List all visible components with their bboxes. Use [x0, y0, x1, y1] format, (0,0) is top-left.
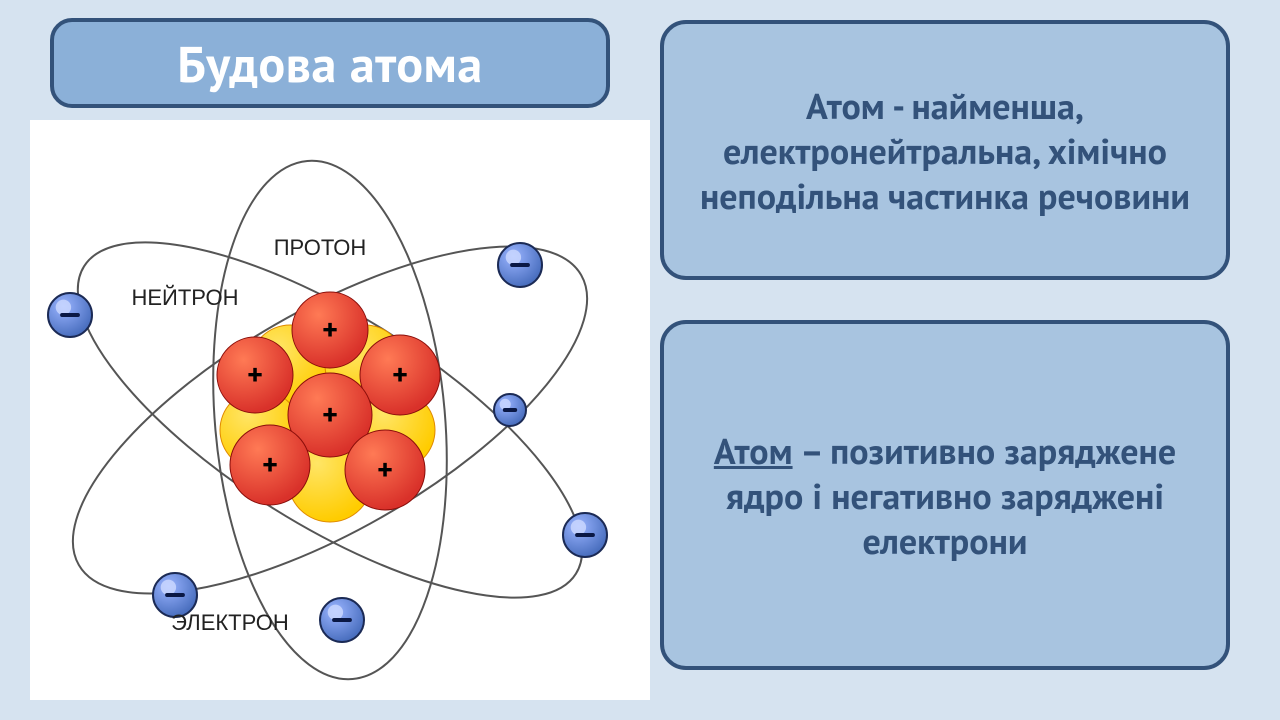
- electron: [320, 598, 364, 642]
- definition-box-1: Атом - найменша, електронейтральна, хімі…: [660, 20, 1230, 280]
- title-box: Будова атома: [50, 18, 610, 108]
- definition-2-head: Атом: [714, 427, 793, 474]
- neutron-label: НЕЙТРОН: [131, 285, 238, 310]
- definition-1-text: Атом - найменша, електронейтральна, хімі…: [682, 83, 1208, 218]
- proton: +: [360, 335, 440, 415]
- electron: [48, 293, 92, 337]
- page-title: Будова атома: [177, 31, 482, 96]
- electron: [498, 243, 542, 287]
- proton: +: [292, 292, 368, 368]
- svg-text:+: +: [262, 445, 278, 484]
- atom-svg: + + + + + + ПРОТОН НЕЙТРОН ЭЛЕКТРОН: [30, 120, 650, 700]
- proton-label: ПРОТОН: [274, 235, 367, 260]
- definition-box-2: Атом – позитивно заряджене ядро і негати…: [660, 320, 1230, 670]
- proton: +: [230, 425, 310, 505]
- definition-2-body: – позитивно заряджене ядро і негативно з…: [726, 427, 1176, 564]
- svg-text:+: +: [377, 450, 393, 489]
- svg-text:+: +: [322, 310, 338, 349]
- atom-diagram: + + + + + + ПРОТОН НЕЙТРОН ЭЛЕКТРОН: [30, 120, 650, 700]
- electron: [494, 394, 526, 426]
- electron-label: ЭЛЕКТРОН: [171, 610, 289, 635]
- svg-text:+: +: [392, 355, 408, 394]
- proton: +: [217, 337, 293, 413]
- electron: [563, 513, 607, 557]
- definition-2-text: Атом – позитивно заряджене ядро і негати…: [682, 428, 1208, 563]
- proton: +: [345, 430, 425, 510]
- svg-text:+: +: [247, 355, 263, 394]
- svg-text:+: +: [322, 395, 338, 434]
